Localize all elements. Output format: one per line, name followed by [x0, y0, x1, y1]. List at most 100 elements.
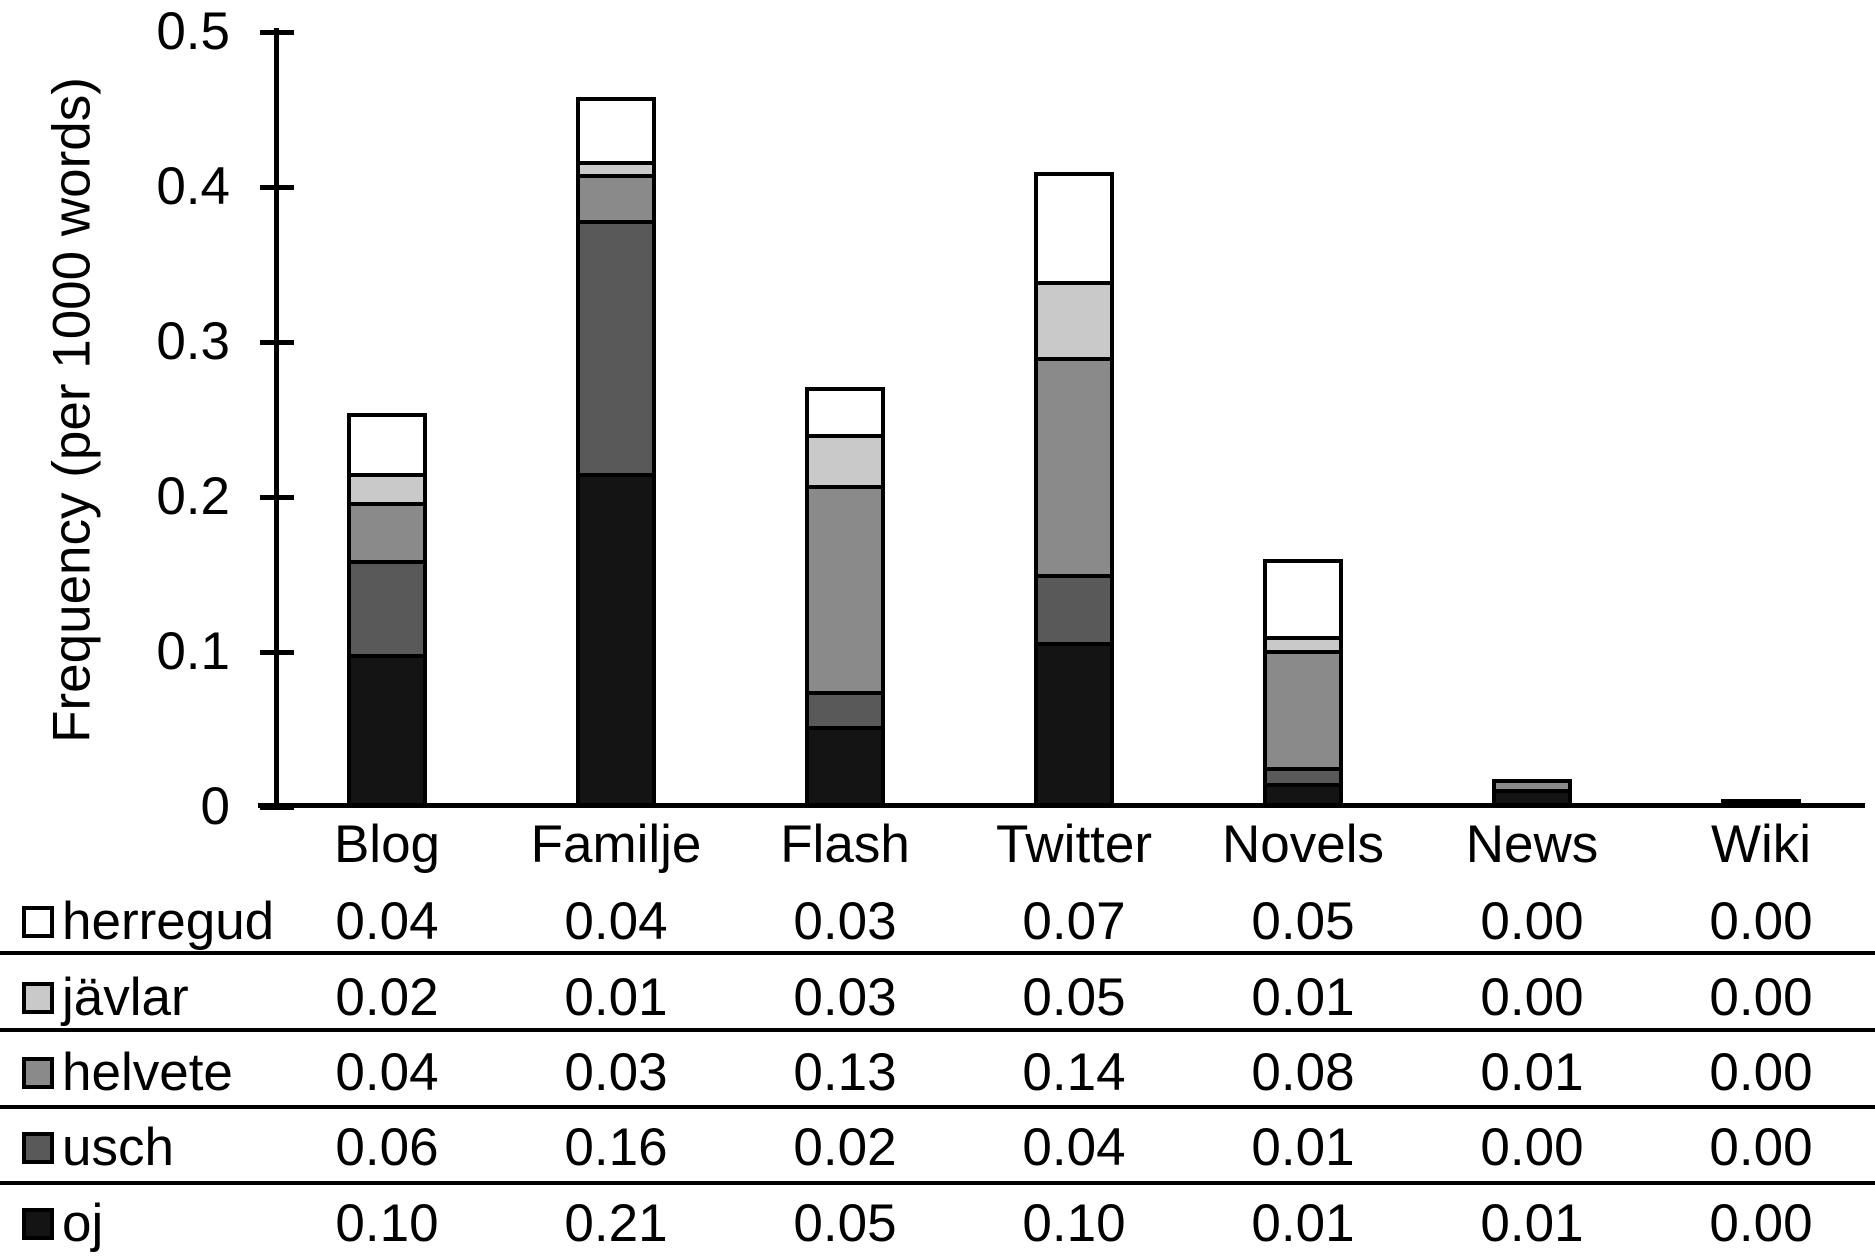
- bar-segment-oj: [1492, 789, 1572, 807]
- y-tick: [260, 495, 294, 500]
- legend-swatch-jävlar: [22, 982, 54, 1014]
- table-cell-helvete-novels: 0.08: [1251, 1043, 1355, 1102]
- table-row-label-usch: usch: [62, 1118, 174, 1177]
- category-label-wiki: Wiki: [1710, 815, 1812, 874]
- table-row-label-herregud: herregud: [62, 892, 275, 951]
- table-cell-herregud-flash: 0.03: [793, 892, 897, 951]
- table-cell-herregud-wiki: 0.00: [1709, 892, 1813, 951]
- table-cell-usch-twitter: 0.04: [1022, 1118, 1126, 1177]
- bar-segment-herregud: [1263, 559, 1343, 640]
- category-label-news: News: [1465, 815, 1599, 874]
- bar-segment-herregud: [805, 386, 885, 439]
- table-cell-usch-flash: 0.02: [793, 1118, 897, 1177]
- bar-segment-helvete: [1263, 649, 1343, 772]
- y-axis-line: [274, 28, 279, 809]
- table-cell-jävlar-twitter: 0.05: [1022, 968, 1126, 1027]
- table-row-label-helvete: helvete: [62, 1043, 233, 1102]
- category-label-familje: Familje: [530, 815, 702, 874]
- table-cell-oj-novels: 0.01: [1251, 1194, 1355, 1253]
- table-cell-helvete-news: 0.01: [1480, 1043, 1584, 1102]
- table-cell-oj-news: 0.01: [1480, 1194, 1584, 1253]
- legend-swatch-oj: [22, 1208, 54, 1240]
- bar-segment-oj: [347, 654, 427, 807]
- bar-segment-oj: [1721, 799, 1801, 807]
- legend-swatch-usch: [22, 1132, 54, 1164]
- y-tick-label: 0.4: [156, 157, 230, 216]
- table-cell-jävlar-novels: 0.01: [1251, 968, 1355, 1027]
- table-cell-herregud-familje: 0.04: [564, 892, 668, 951]
- y-tick: [260, 185, 294, 190]
- category-label-blog: Blog: [333, 815, 441, 874]
- table-row-separator: [0, 1028, 1875, 1032]
- y-tick: [260, 805, 294, 810]
- bar-segment-jävlar: [1034, 280, 1114, 361]
- bar-novels: [1263, 559, 1343, 807]
- y-tick-label: 0.2: [156, 467, 230, 526]
- bar-segment-oj: [576, 472, 656, 807]
- table-cell-jävlar-blog: 0.02: [335, 968, 439, 1027]
- bar-wiki: [1721, 799, 1801, 807]
- table-cell-oj-flash: 0.05: [793, 1194, 897, 1253]
- bar-flash: [805, 386, 885, 807]
- bar-segment-usch: [576, 220, 656, 477]
- table-cell-jävlar-flash: 0.03: [793, 968, 897, 1027]
- table-cell-helvete-familje: 0.03: [564, 1043, 668, 1102]
- table-cell-herregud-twitter: 0.07: [1022, 892, 1126, 951]
- bar-segment-helvete: [1034, 356, 1114, 578]
- bar-segment-oj: [1034, 641, 1114, 807]
- bar-segment-helvete: [347, 502, 427, 564]
- bar-segment-helvete: [576, 173, 656, 225]
- table-cell-usch-news: 0.00: [1480, 1118, 1584, 1177]
- table-row-label-jävlar: jävlar: [62, 968, 189, 1027]
- bar-segment-helvete: [805, 485, 885, 696]
- category-label-novels: Novels: [1221, 815, 1384, 874]
- bar-segment-usch: [805, 691, 885, 730]
- y-tick-label: 0.1: [156, 622, 230, 681]
- table-cell-jävlar-wiki: 0.00: [1709, 968, 1813, 1027]
- table-row-separator: [0, 951, 1875, 955]
- y-tick-label: 0.3: [156, 312, 230, 371]
- table-row-label-oj: oj: [62, 1194, 104, 1253]
- table-cell-helvete-twitter: 0.14: [1022, 1043, 1126, 1102]
- table-cell-herregud-news: 0.00: [1480, 892, 1584, 951]
- table-cell-oj-wiki: 0.00: [1709, 1194, 1813, 1253]
- bar-segment-herregud: [1034, 171, 1114, 285]
- bar-segment-herregud: [576, 97, 656, 166]
- table-cell-helvete-blog: 0.04: [335, 1043, 439, 1102]
- table-cell-oj-familje: 0.21: [564, 1194, 668, 1253]
- table-cell-usch-wiki: 0.00: [1709, 1118, 1813, 1177]
- table-cell-jävlar-familje: 0.01: [564, 968, 668, 1027]
- table-cell-oj-blog: 0.10: [335, 1194, 439, 1253]
- table-row-separator: [0, 1181, 1875, 1185]
- table-row-separator: [0, 1105, 1875, 1109]
- y-tick: [260, 30, 294, 35]
- table-cell-herregud-blog: 0.04: [335, 892, 439, 951]
- table-cell-usch-blog: 0.06: [335, 1118, 439, 1177]
- bar-segment-usch: [1034, 573, 1114, 646]
- bar-segment-oj: [1263, 782, 1343, 807]
- bar-segment-jävlar: [347, 472, 427, 507]
- table-cell-helvete-flash: 0.13: [793, 1043, 897, 1102]
- y-tick-label: 0.5: [156, 2, 230, 61]
- legend-swatch-herregud: [22, 906, 54, 938]
- table-cell-helvete-wiki: 0.00: [1709, 1043, 1813, 1102]
- bar-blog: [347, 413, 427, 807]
- bar-news: [1492, 779, 1572, 807]
- category-label-flash: Flash: [780, 815, 910, 874]
- legend-swatch-helvete: [22, 1057, 54, 1089]
- table-cell-usch-novels: 0.01: [1251, 1118, 1355, 1177]
- y-tick: [260, 340, 294, 345]
- bar-segment-usch: [347, 559, 427, 659]
- bar-segment-jävlar: [805, 434, 885, 490]
- y-tick-label: 0: [200, 777, 230, 836]
- table-cell-jävlar-news: 0.00: [1480, 968, 1584, 1027]
- bar-twitter: [1034, 171, 1114, 807]
- bar-segment-oj: [805, 725, 885, 807]
- table-cell-herregud-novels: 0.05: [1251, 892, 1355, 951]
- table-cell-usch-familje: 0.16: [564, 1118, 668, 1177]
- table-cell-oj-twitter: 0.10: [1022, 1194, 1126, 1253]
- y-tick: [260, 650, 294, 655]
- category-label-twitter: Twitter: [995, 815, 1153, 874]
- bar-familje: [576, 97, 656, 807]
